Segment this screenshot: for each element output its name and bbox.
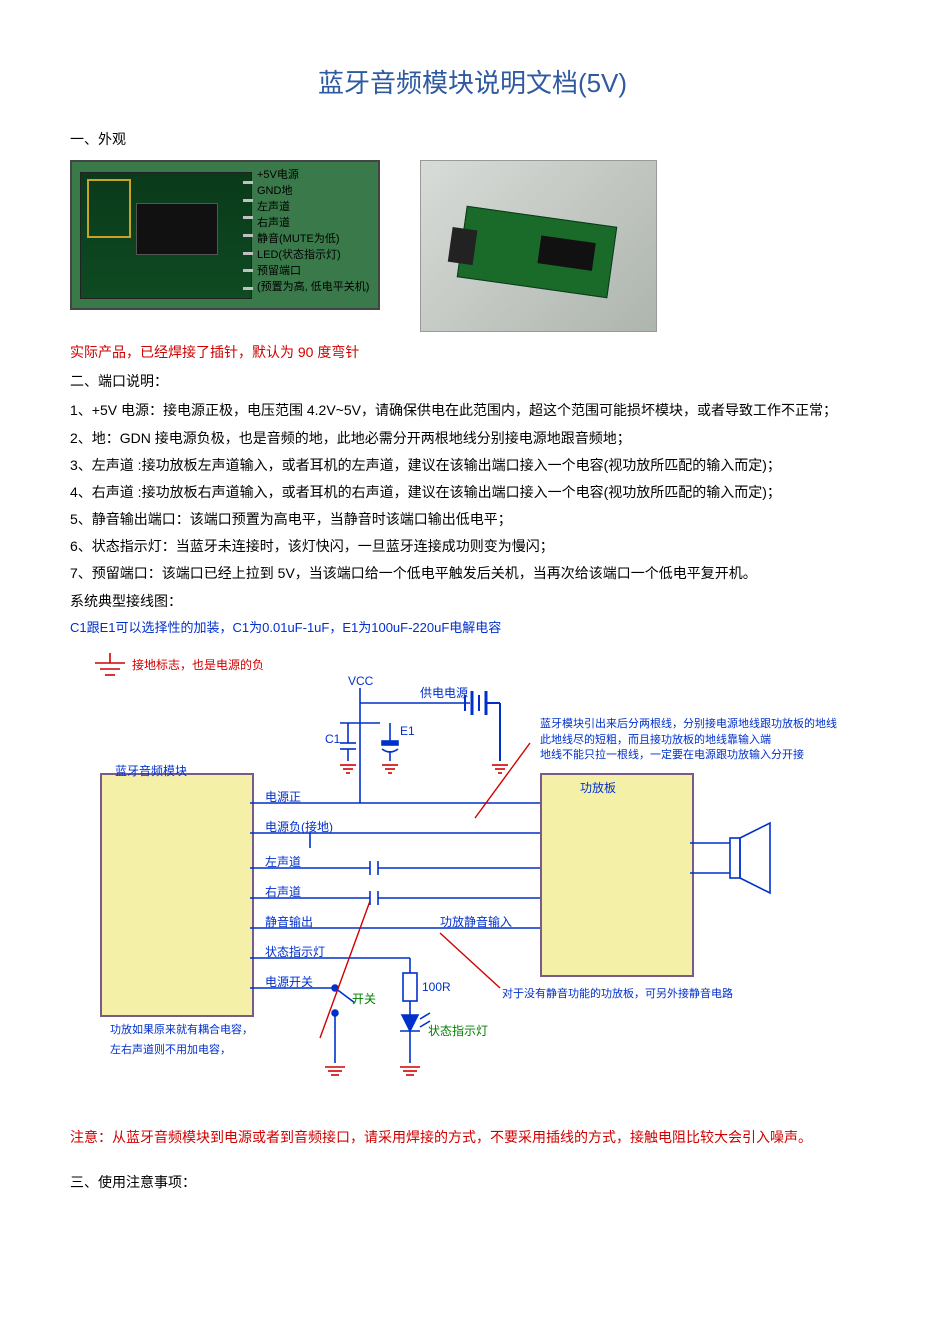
header-pins-icon xyxy=(448,227,478,265)
port-desc-1: 1、+5V 电源：接电源正极，电压范围 4.2V~5V，请确保供电在此范围内，超… xyxy=(70,398,875,423)
sig-led: 状态指示灯 xyxy=(265,942,325,964)
section-3-heading: 三、使用注意事项： xyxy=(70,1170,875,1195)
pin-label: 右声道 xyxy=(257,216,369,232)
sig-mute: 静音输出 xyxy=(265,912,313,934)
pin-label: GND地 xyxy=(257,184,369,200)
pin-label: 预留端口 xyxy=(257,264,369,280)
page-title: 蓝牙音频模块说明文档(5V) xyxy=(70,60,875,107)
pin-label: 左声道 xyxy=(257,200,369,216)
led-label: 状态指示灯 xyxy=(428,1021,488,1043)
port-desc-7: 7、预留端口：该端口已经上拉到 5V，当该端口给一个低电平触发后关机，当再次给该… xyxy=(70,561,875,586)
amp-mute-label: 功放静音输入 xyxy=(440,912,512,934)
sig-right: 右声道 xyxy=(265,882,301,904)
solder-warning: 注意：从蓝牙音频模块到电源或者到音频接口，请采用焊接的方式，不要采用插线的方式，… xyxy=(70,1125,875,1150)
bt-box-label: 蓝牙音频模块 xyxy=(115,761,187,783)
port-desc-2: 2、地：GDN 接电源负极，也是音频的地，此地必需分开两根地线分别接电源地跟音频… xyxy=(70,426,875,451)
supply-label: 供电电源 xyxy=(420,683,468,705)
pin-label: +5V电源 xyxy=(257,168,369,184)
antenna-icon xyxy=(87,179,131,238)
cap-note-left: 功放如果原来就有耦合电容， 左右声道则不用加电容， xyxy=(110,1021,253,1061)
section-2-heading: 二、端口说明： xyxy=(70,369,875,394)
pin-label: 静音(MUTE为低) xyxy=(257,232,369,248)
pin-label-list: +5V电源 GND地 左声道 右声道 静音(MUTE为低) LED(状态指示灯)… xyxy=(257,168,369,296)
sig-vneg: 电源负(接地) xyxy=(265,817,333,839)
port-desc-6: 6、状态指示灯：当蓝牙未连接时，该灯快闪，一旦蓝牙连接成功则变为慢闪； xyxy=(70,534,875,559)
module-photo-labeled: +5V电源 GND地 左声道 右声道 静音(MUTE为低) LED(状态指示灯)… xyxy=(70,160,380,310)
chip-icon xyxy=(136,203,218,255)
sig-pwr: 电源开关 xyxy=(265,972,313,994)
section-1-heading: 一、外观 xyxy=(70,127,875,152)
module-photo-product xyxy=(420,160,657,332)
c1-label: C1 xyxy=(325,729,340,751)
wiring-heading: 系统典型接线图： xyxy=(70,589,875,614)
pin-header-icon xyxy=(243,181,253,290)
port-desc-4: 4、右声道 :接功放板右声道输入，或者耳机的右声道，建议在该输出端口接入一个电容… xyxy=(70,480,875,505)
e1-label: E1 xyxy=(400,721,415,743)
gnd-note: 接地标志，也是电源的负 xyxy=(132,655,264,677)
pin-label: (预置为高, 低电平关机) xyxy=(257,280,369,296)
switch-label: 开关 xyxy=(352,989,376,1011)
amp-box-label: 功放板 xyxy=(580,778,616,800)
r100-label: 100R xyxy=(422,977,451,999)
cap-note: C1跟E1可以选择性的加装，C1为0.01uF-1uF，E1为100uF-220… xyxy=(70,616,875,639)
gnd-split-note: 蓝牙模块引出来后分两根线，分别接电源地线跟功放板的地线 此地线尽的短粗，而且接功… xyxy=(540,717,837,763)
pcb-photo-icon xyxy=(457,206,618,298)
pin-label: LED(状态指示灯) xyxy=(257,248,369,264)
port-desc-5: 5、静音输出端口：该端口预置为高电平，当静音时该端口输出低电平； xyxy=(70,507,875,532)
wiring-diagram: 接地标志，也是电源的负 VCC 供电电源 C1 E1 蓝牙音频模块 功放板 电源… xyxy=(70,643,890,1113)
sig-vplus: 电源正 xyxy=(265,787,301,809)
pcb-illustration xyxy=(80,172,252,299)
product-note-red: 实际产品，已经焊接了插针，默认为 90 度弯针 xyxy=(70,340,875,365)
photo-row: +5V电源 GND地 左声道 右声道 静音(MUTE为低) LED(状态指示灯)… xyxy=(70,160,875,332)
port-desc-3: 3、左声道 :接功放板左声道输入，或者耳机的左声道，建议在该输出端口接入一个电容… xyxy=(70,453,875,478)
vcc-label: VCC xyxy=(348,671,373,693)
sig-left: 左声道 xyxy=(265,852,301,874)
chip-icon xyxy=(537,235,595,270)
mute-note: 对于没有静音功能的功放板，可另外接静音电路 xyxy=(502,985,733,1005)
